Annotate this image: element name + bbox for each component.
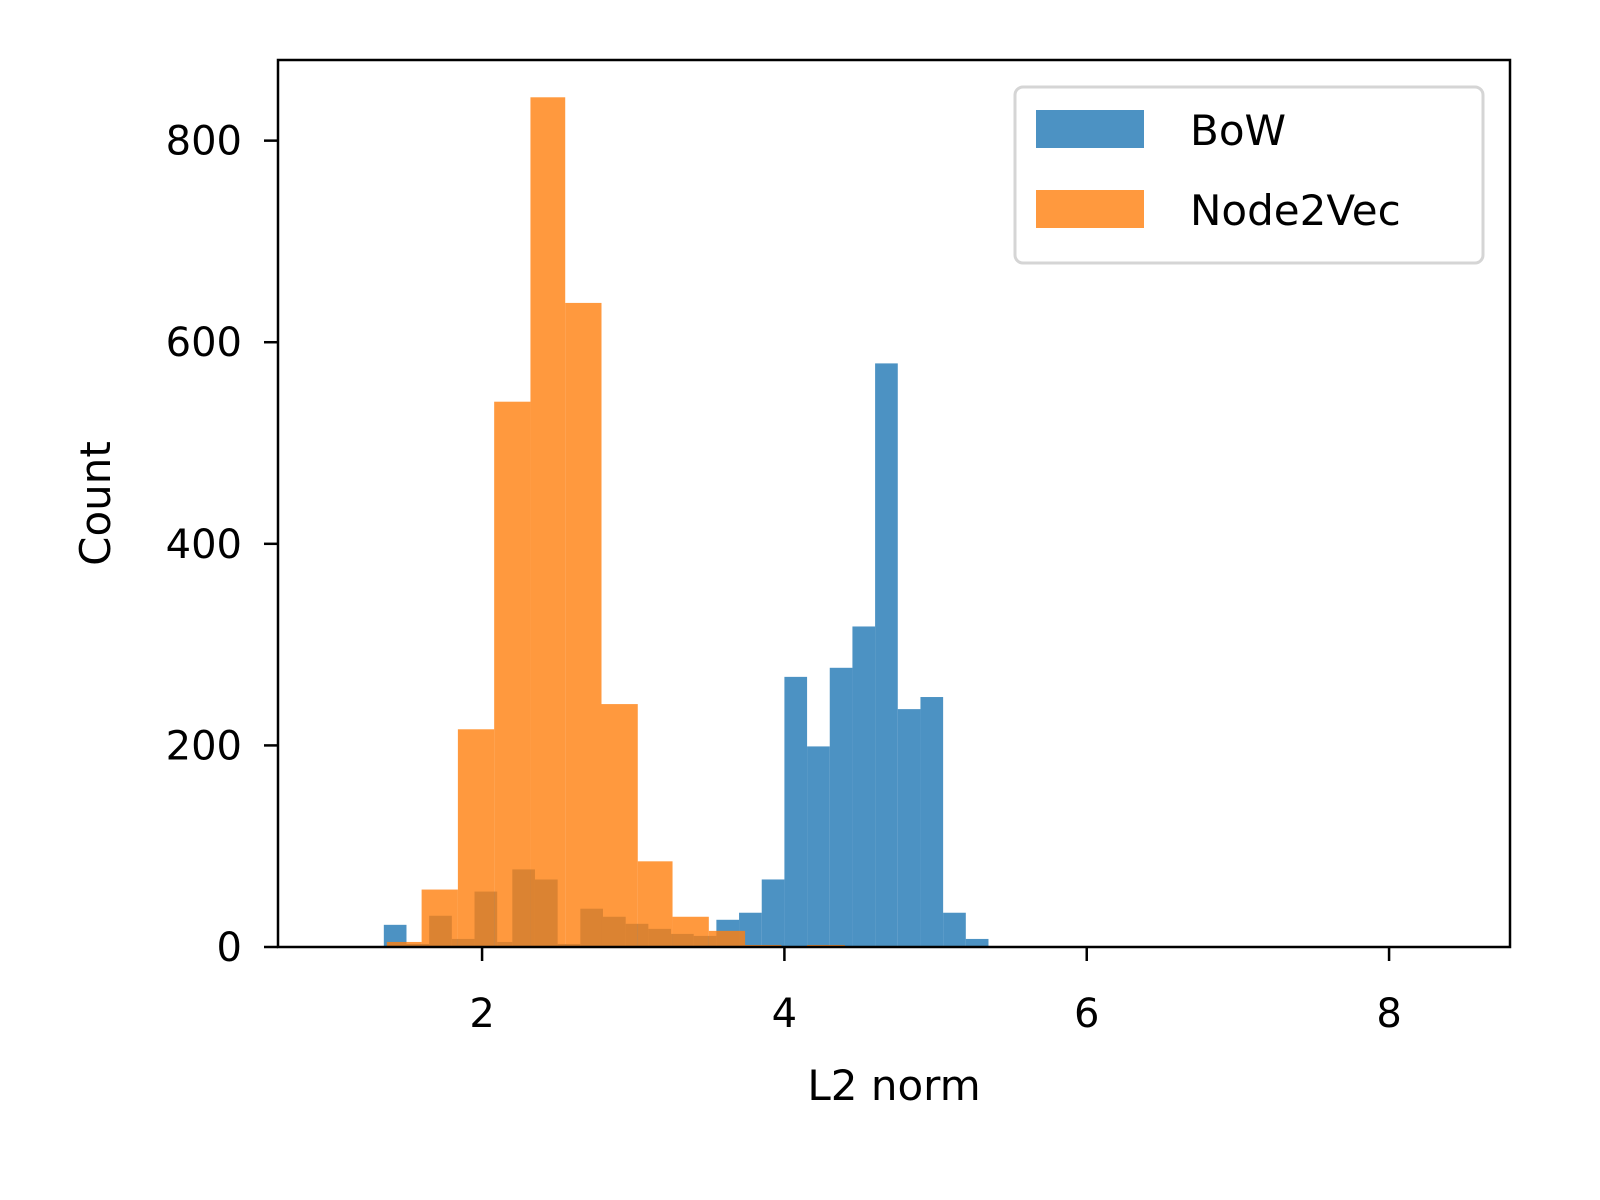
- y-tick-label: 0: [217, 925, 242, 971]
- legend-label-node2vec: Node2Vec: [1190, 186, 1401, 235]
- plot-frame: [276, 58, 1512, 949]
- y-tick-label: 200: [166, 723, 242, 769]
- legend-label-bow: BoW: [1190, 106, 1286, 155]
- x-tick-label: 2: [469, 991, 494, 1037]
- y-tick-label: 600: [166, 320, 242, 366]
- bar-bow-23: [897, 709, 921, 947]
- x-tick-label: 6: [1074, 991, 1099, 1037]
- bar-bow-0: [383, 924, 407, 947]
- x-axis-label: L2 norm: [807, 1061, 980, 1110]
- y-tick-label: 400: [166, 522, 242, 568]
- bar-bow-17: [761, 879, 785, 947]
- bar-bow-26: [965, 938, 989, 947]
- bar-node2vec-2: [457, 729, 495, 947]
- bar-node2vec-3: [494, 401, 531, 947]
- y-axis-label: Count: [71, 441, 120, 566]
- bar-bow-19: [807, 746, 830, 947]
- bar-bow-22: [875, 363, 898, 948]
- y-tick-label: 800: [166, 119, 242, 165]
- bars-layer: [383, 97, 989, 948]
- bar-bow-25: [943, 912, 966, 947]
- bar-node2vec-9: [708, 930, 746, 947]
- legend: BoW Node2Vec: [1013, 85, 1485, 265]
- bar-bow-18: [784, 676, 808, 947]
- bar-node2vec-0: [386, 941, 422, 947]
- bar-node2vec-8: [672, 916, 709, 947]
- bar-bow-24: [920, 697, 944, 947]
- x-axis-ticks: 2 4 6 8: [469, 947, 1402, 1037]
- bar-node2vec-6: [601, 704, 638, 947]
- legend-swatch-bow: [1036, 110, 1144, 148]
- bar-bow-21: [852, 626, 876, 947]
- bar-node2vec-4: [530, 97, 566, 948]
- bar-node2vec-7: [637, 861, 673, 947]
- y-axis-ticks: 0 200 400 600 800: [166, 119, 278, 971]
- x-tick-label: 8: [1376, 991, 1401, 1037]
- x-tick-label: 4: [772, 991, 797, 1037]
- legend-swatch-node2vec: [1036, 190, 1144, 228]
- bar-bow-20: [829, 667, 853, 947]
- bar-node2vec-5: [565, 302, 602, 947]
- bar-node2vec-1: [421, 889, 458, 947]
